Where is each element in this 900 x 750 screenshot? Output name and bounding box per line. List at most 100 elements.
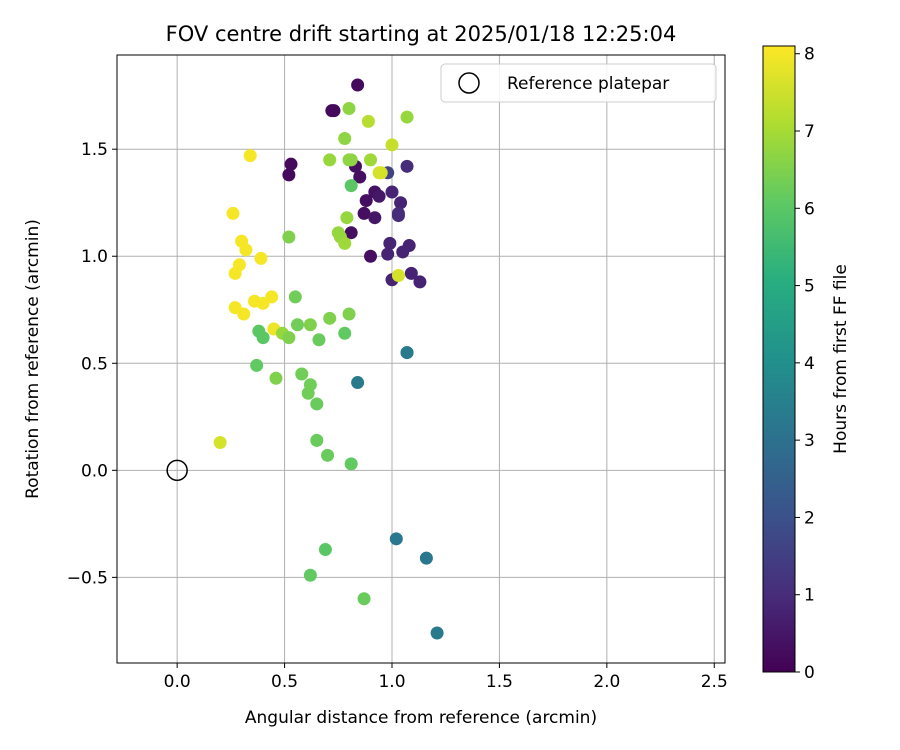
data-point bbox=[344, 457, 358, 471]
grid bbox=[117, 55, 725, 663]
data-point bbox=[250, 358, 264, 372]
y-tick-label: 1.0 bbox=[81, 247, 108, 267]
y-axis-label: Rotation from reference (arcmin) bbox=[23, 219, 43, 499]
colorbar-tick-label: 6 bbox=[804, 199, 815, 219]
y-tick-label: 0.5 bbox=[81, 354, 108, 374]
x-tick-label: 1.5 bbox=[486, 672, 513, 692]
data-point bbox=[282, 168, 296, 182]
data-point bbox=[361, 114, 375, 128]
data-point bbox=[327, 104, 341, 118]
data-point bbox=[404, 266, 418, 280]
data-point bbox=[321, 448, 335, 462]
x-axis-ticks: 0.0 0.5 1.0 1.5 2.0 2.5 bbox=[164, 663, 728, 692]
data-point bbox=[391, 269, 405, 283]
data-point bbox=[228, 266, 242, 280]
colorbar-tick-label: 4 bbox=[804, 354, 815, 374]
data-point bbox=[256, 331, 270, 345]
data-point bbox=[342, 102, 356, 116]
data-point bbox=[364, 249, 378, 263]
data-point bbox=[340, 211, 354, 225]
data-point bbox=[394, 196, 408, 210]
data-point bbox=[265, 290, 279, 304]
data-point bbox=[344, 226, 358, 240]
data-point bbox=[344, 153, 358, 167]
data-point bbox=[338, 236, 352, 250]
x-tick-label: 0.0 bbox=[164, 672, 191, 692]
data-point bbox=[338, 326, 352, 340]
data-point bbox=[213, 435, 227, 449]
data-point bbox=[357, 206, 371, 220]
reference-platepar-marker bbox=[166, 459, 188, 482]
legend-label: Reference platepar bbox=[507, 74, 669, 94]
data-point bbox=[338, 131, 352, 145]
data-point bbox=[344, 179, 358, 193]
y-axis-ticks: −0.5 0.0 0.5 1.0 1.5 bbox=[67, 140, 117, 588]
data-point bbox=[430, 626, 444, 640]
data-point bbox=[381, 247, 395, 261]
data-point bbox=[301, 386, 315, 400]
plot-frame bbox=[116, 54, 726, 664]
colorbar: 0 1 2 3 4 5 6 7 8 Hours from first FF file bbox=[762, 45, 851, 683]
legend-box bbox=[440, 63, 717, 103]
y-tick-label: 1.5 bbox=[81, 140, 108, 160]
data-point bbox=[400, 159, 414, 173]
data-point bbox=[359, 194, 373, 208]
data-point bbox=[312, 333, 326, 347]
data-point bbox=[282, 230, 296, 244]
data-point bbox=[303, 318, 317, 332]
data-point bbox=[226, 206, 240, 220]
colorbar-tick-label: 0 bbox=[804, 663, 815, 683]
data-point bbox=[239, 243, 253, 257]
colorbar-label: Hours from first FF file bbox=[831, 264, 851, 454]
x-tick-label: 2.0 bbox=[593, 672, 620, 692]
colorbar-tick-label: 1 bbox=[804, 586, 815, 606]
data-point bbox=[254, 251, 268, 265]
x-axis-label: Angular distance from reference (arcmin) bbox=[245, 708, 597, 728]
data-point bbox=[368, 211, 382, 225]
data-point bbox=[413, 275, 427, 289]
data-point bbox=[396, 245, 410, 259]
colorbar-tick-label: 3 bbox=[804, 431, 815, 451]
data-point bbox=[290, 318, 304, 332]
data-point bbox=[288, 290, 302, 304]
data-point bbox=[310, 397, 324, 411]
data-point bbox=[391, 209, 405, 223]
data-point bbox=[385, 185, 399, 199]
data-point bbox=[364, 153, 378, 167]
data-point bbox=[383, 236, 397, 250]
y-tick-label: 0.0 bbox=[81, 461, 108, 481]
data-point bbox=[284, 157, 298, 171]
data-point bbox=[310, 433, 324, 447]
data-point bbox=[353, 170, 367, 184]
data-point bbox=[282, 331, 296, 345]
data-point bbox=[400, 110, 414, 124]
legend-marker-circle-icon bbox=[458, 72, 480, 94]
data-point bbox=[357, 592, 371, 606]
colorbar-tick-label: 7 bbox=[804, 122, 815, 142]
data-points bbox=[213, 78, 444, 640]
data-point bbox=[372, 189, 386, 203]
colorbar-tick-label: 8 bbox=[804, 45, 815, 65]
x-tick-label: 1.0 bbox=[378, 672, 405, 692]
colorbar-gradient bbox=[762, 45, 796, 673]
data-point bbox=[303, 568, 317, 582]
data-point bbox=[323, 311, 337, 325]
data-point bbox=[389, 532, 403, 546]
data-point bbox=[295, 367, 309, 381]
legend: Reference platepar bbox=[440, 63, 717, 103]
chart-title: FOV centre drift starting at 2025/01/18 … bbox=[166, 22, 677, 46]
data-point bbox=[351, 78, 365, 92]
data-point bbox=[342, 307, 356, 321]
data-point bbox=[385, 138, 399, 152]
x-tick-label: 0.5 bbox=[271, 672, 298, 692]
data-point bbox=[323, 153, 337, 167]
colorbar-tick-label: 5 bbox=[804, 277, 815, 297]
data-point bbox=[400, 346, 414, 360]
y-tick-label: −0.5 bbox=[67, 568, 108, 588]
colorbar-tick-label: 2 bbox=[804, 508, 815, 528]
colorbar-ticks: 0 1 2 3 4 5 6 7 8 bbox=[795, 45, 815, 683]
data-point bbox=[237, 307, 251, 321]
data-point bbox=[318, 543, 332, 557]
data-point bbox=[372, 166, 386, 180]
